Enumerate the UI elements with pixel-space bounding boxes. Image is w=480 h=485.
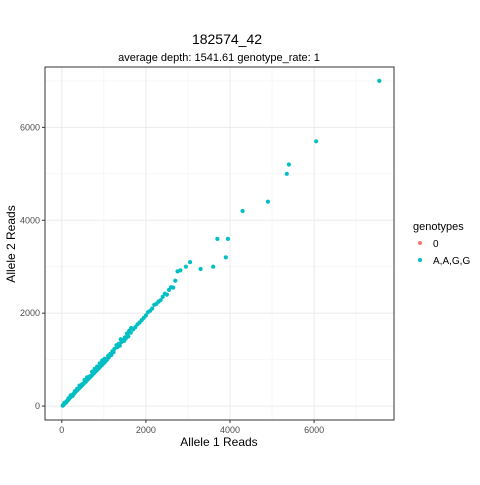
chart-subtitle: average depth: 1541.61 genotype_rate: 1 (118, 52, 320, 64)
y-tick-label: 4000 (20, 215, 40, 225)
legend-label-1: A,A,G,G (433, 256, 470, 267)
data-point (102, 356, 107, 361)
data-point (70, 393, 75, 398)
data-point (74, 386, 80, 391)
data-point (223, 255, 228, 260)
data-point (90, 369, 95, 374)
x-tick-label: 0 (59, 425, 64, 435)
x-tick-label: 4000 (220, 425, 240, 435)
legend-label-0: 0 (433, 239, 439, 250)
data-point (178, 268, 183, 273)
data-point (160, 294, 165, 299)
x-axis: 0 2000 4000 6000 (59, 420, 324, 435)
data-point (158, 298, 163, 303)
data-point (111, 350, 116, 355)
data-point (150, 306, 155, 311)
legend-marker-1 (418, 258, 422, 262)
y-tick-label: 0 (35, 401, 40, 411)
x-tick-label: 2000 (136, 425, 156, 435)
data-point (377, 78, 382, 83)
data-point (173, 278, 178, 283)
data-point (87, 374, 92, 379)
y-axis-label: Allele 2 Reads (4, 205, 18, 282)
plot-panel (44, 66, 395, 421)
data-point (188, 260, 193, 265)
data-point (128, 330, 133, 335)
data-point (211, 264, 216, 269)
data-point (117, 343, 122, 348)
data-point (126, 334, 131, 339)
data-point (183, 264, 188, 269)
legend-marker-0 (418, 241, 422, 245)
x-tick-label: 6000 (304, 425, 324, 435)
data-point (265, 199, 270, 204)
x-axis-label: Allele 1 Reads (180, 435, 257, 449)
data-point (171, 285, 176, 290)
y-axis: 0 2000 4000 6000 (20, 122, 45, 411)
data-point (284, 171, 289, 176)
data-point (95, 364, 100, 369)
data-point (143, 313, 148, 318)
data-point (225, 236, 230, 241)
data-point (64, 400, 69, 405)
data-point (198, 266, 203, 272)
data-point (240, 208, 245, 214)
data-point (79, 382, 85, 387)
y-tick-label: 6000 (20, 122, 40, 132)
data-points (60, 78, 382, 408)
chart-title: 182574_42 (192, 31, 262, 47)
data-point (314, 139, 319, 144)
legend-title: genotypes (413, 221, 464, 233)
data-point (215, 236, 220, 241)
data-point (82, 378, 87, 383)
y-tick-label: 2000 (20, 308, 40, 318)
panel-border (44, 66, 395, 421)
data-point (286, 162, 291, 167)
data-point (164, 292, 169, 297)
legend: genotypes 0 A,A,G,G (413, 221, 470, 267)
data-point (97, 361, 102, 366)
